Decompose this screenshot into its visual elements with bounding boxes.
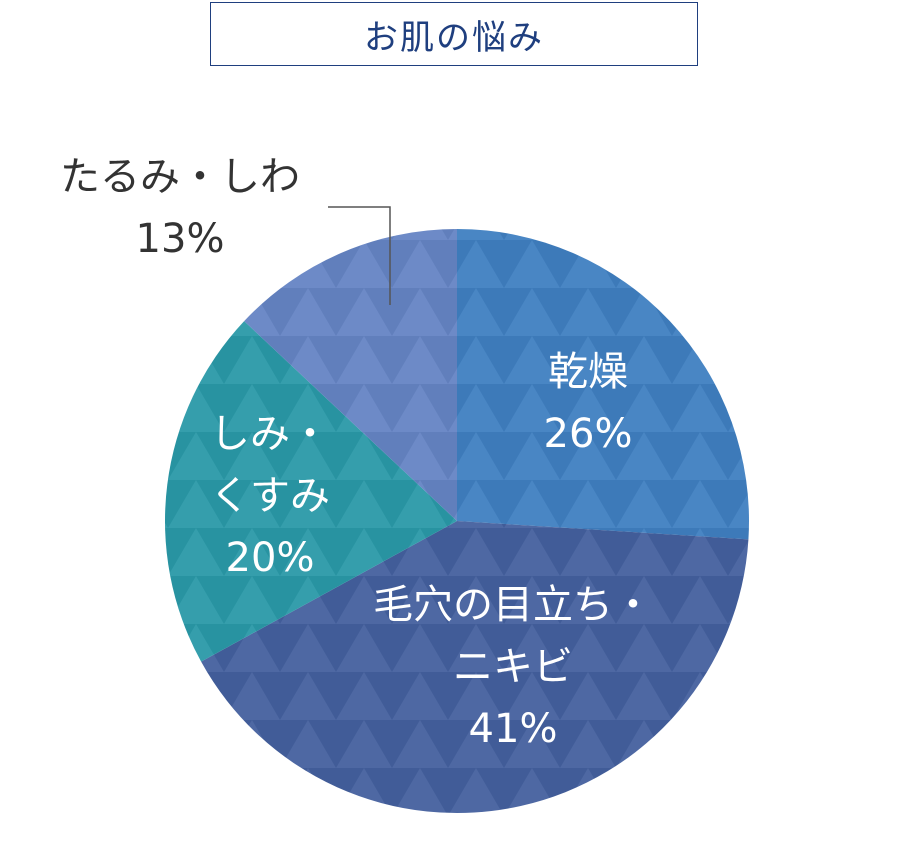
- slice-tarumi-shiwa: [244, 229, 457, 521]
- slice-kansou: [457, 229, 749, 540]
- label-kansou: 乾燥 26%: [544, 349, 633, 457]
- slice-keana-nikibi: [201, 521, 749, 814]
- slice-shimi-kusumi: [165, 321, 457, 662]
- leader-line-tarumi-shiwa: [328, 206, 391, 305]
- label-keana-nikibi: 毛穴の目立ち・ニキビ 41%: [373, 582, 653, 752]
- label-tarumi-shiwa: たるみ・しわ 13%: [60, 154, 300, 262]
- label-shimi-kusumi: しみ・くすみ 20%: [210, 411, 330, 581]
- chart-title: お肌の悩み: [210, 2, 698, 66]
